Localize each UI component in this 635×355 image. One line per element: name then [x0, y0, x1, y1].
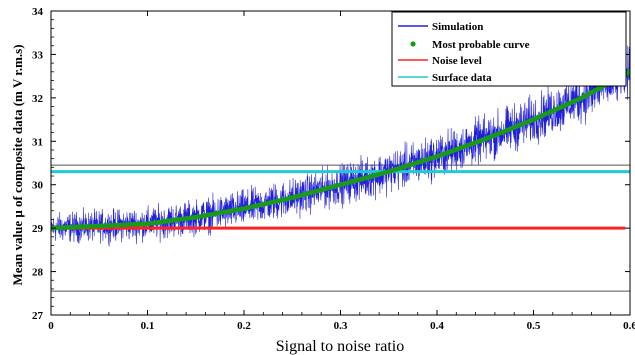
- series-most-probable-curve: [51, 69, 630, 231]
- series-simulation: [51, 45, 630, 247]
- x-axis-title: Signal to noise ratio: [276, 338, 404, 355]
- y-tick-label: 34: [32, 6, 44, 18]
- legend-box: [391, 11, 627, 87]
- y-tick-label: 33: [32, 49, 44, 61]
- x-tick-label: 0.6: [623, 320, 635, 332]
- legend: Simulation Most probable curve Noise lev…: [391, 11, 627, 87]
- legend-label-noise-level: Noise level: [432, 55, 482, 67]
- y-tick-label: 29: [32, 223, 44, 235]
- legend-label-simulation: Simulation: [432, 21, 483, 33]
- legend-swatch-most-probable: [410, 41, 416, 47]
- x-tick-label: 0: [48, 320, 54, 332]
- y-tick-label: 32: [32, 93, 44, 105]
- legend-label-surface-data: Surface data: [432, 72, 492, 84]
- y-tick-label: 27: [32, 310, 44, 322]
- x-tick-label: 0.5: [527, 320, 541, 332]
- x-tick-label: 0.1: [141, 320, 155, 332]
- y-axis: 27 28 29 30 31 32 33 34: [32, 6, 630, 322]
- legend-label-most-probable: Most probable curve: [432, 39, 530, 51]
- y-tick-label: 30: [32, 180, 44, 192]
- y-tick-label: 28: [32, 267, 44, 279]
- x-tick-label: 0.3: [334, 320, 348, 332]
- y-axis-title: Mean value μ of composite data (m V r.m.…: [10, 44, 25, 285]
- most-probable-point: [627, 69, 630, 75]
- x-tick-label: 0.4: [430, 320, 444, 332]
- x-tick-label: 0.2: [237, 320, 251, 332]
- plot-area: [50, 10, 631, 316]
- y-tick-label: 31: [32, 136, 43, 148]
